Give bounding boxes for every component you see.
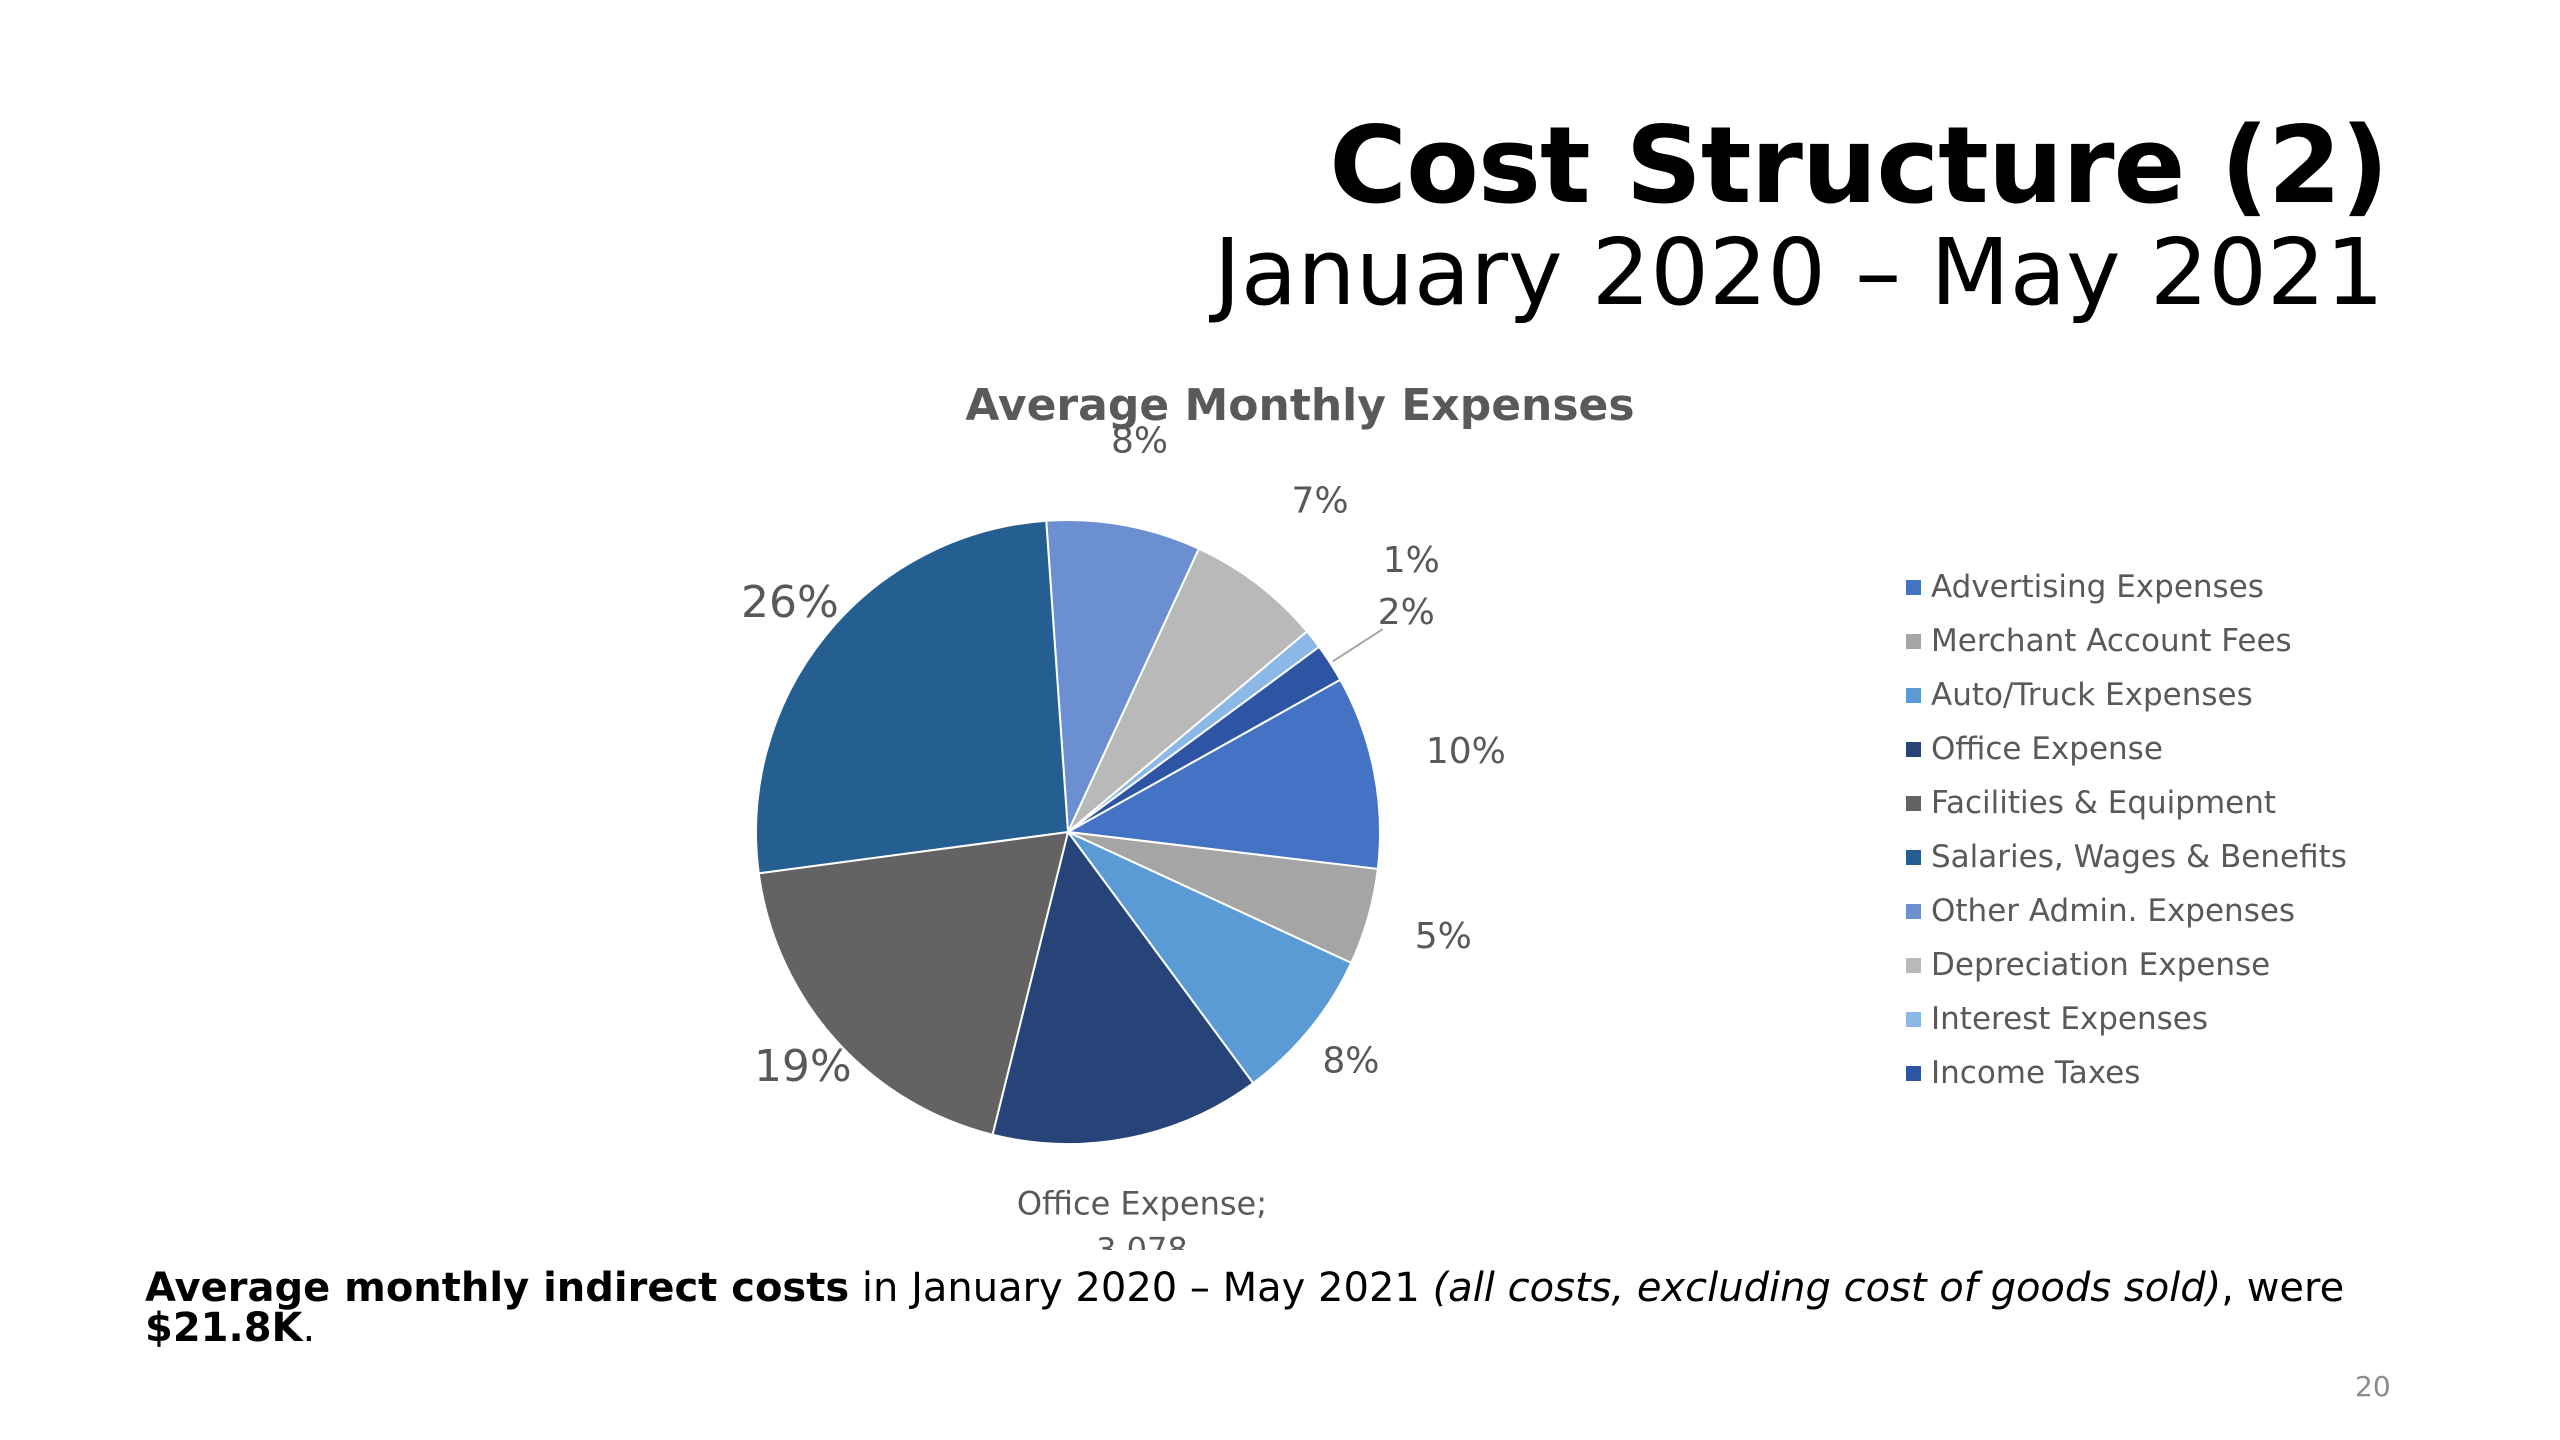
legend-label: Office Expense — [1931, 731, 2163, 767]
pie-slice-facilities-equipment — [757, 830, 1070, 1136]
legend-item: Salaries, Wages & Benefits — [1906, 830, 2347, 884]
pie-slice-label: 26% — [741, 577, 839, 628]
legend-item: Auto/Truck Expenses — [1906, 668, 2347, 722]
footer-bold-value: $21.8K — [145, 1305, 303, 1351]
pie-slice-label: 10% — [1426, 731, 1506, 772]
legend-swatch — [1906, 1065, 1921, 1081]
pie-slice-label: 7% — [1291, 480, 1348, 521]
legend-swatch — [1906, 633, 1921, 649]
page-number: 20 — [2355, 1370, 2391, 1403]
pie-slice-salaries-wages-benefits — [755, 519, 1070, 875]
pie-slice-depreciation-expense — [1067, 547, 1309, 833]
legend-swatch — [1906, 849, 1921, 865]
legend-item: Facilities & Equipment — [1906, 776, 2347, 830]
footer-text-1: in January 2020 – May 2021 — [849, 1265, 1433, 1311]
footer-note: Average monthly indirect costs in Januar… — [145, 1268, 2395, 1348]
legend-label: Interest Expenses — [1931, 1001, 2209, 1037]
legend-label: Facilities & Equipment — [1931, 785, 2277, 821]
pie-slice-advertising-expenses — [1064, 678, 1381, 871]
footer-period: . — [302, 1305, 316, 1351]
legend-swatch — [1906, 579, 1921, 595]
legend-label: Advertising Expenses — [1931, 569, 2264, 605]
pie-slice-label: 2% — [1378, 592, 1435, 633]
leader-line — [1332, 628, 1384, 663]
legend-item: Other Admin. Expenses — [1906, 884, 2347, 938]
footer-italic-text: (all costs, excluding cost of goods sold… — [1432, 1265, 2222, 1311]
pie-slice-label: 1% — [1383, 540, 1440, 581]
legend-swatch — [1906, 957, 1921, 973]
footer-text-2: , were — [2221, 1265, 2345, 1311]
footer-bold-text: Average monthly indirect costs — [145, 1265, 850, 1311]
pie-slice-label: 8% — [1322, 1041, 1379, 1082]
legend-swatch — [1906, 1011, 1921, 1027]
legend-label: Salaries, Wages & Benefits — [1931, 839, 2347, 875]
pie-slice-label: Office Expense; — [1017, 1184, 1267, 1222]
pie-slice-value-label: 3,078 — [1096, 1230, 1188, 1250]
pie-slice-label: 5% — [1415, 916, 1472, 957]
legend-label: Auto/Truck Expenses — [1931, 677, 2253, 713]
slide-subtitle: January 2020 – May 2021 — [1213, 219, 2384, 326]
pie-slice-other-admin-expenses — [1045, 519, 1201, 833]
legend-label: Income Taxes — [1931, 1055, 2141, 1091]
legend-label: Other Admin. Expenses — [1931, 893, 2296, 929]
legend-swatch — [1906, 795, 1921, 811]
pie-slice-auto-truck-expenses — [1067, 831, 1353, 1085]
chart-title: Average Monthly Expenses — [965, 380, 1634, 431]
pie-slice-office-expense — [991, 829, 1255, 1145]
pie-slices — [755, 519, 1381, 1145]
legend-label: Merchant Account Fees — [1931, 623, 2292, 659]
legend-swatch — [1906, 741, 1921, 757]
legend-label: Depreciation Expense — [1931, 947, 2271, 983]
legend-swatch — [1906, 687, 1921, 703]
pie-chart: Average Monthly Expenses 8%7%1%2%10%5%8%… — [741, 380, 1635, 1250]
chart-legend: Advertising Expenses Merchant Account Fee… — [1906, 560, 2347, 1100]
legend-item: Merchant Account Fees — [1906, 614, 2347, 668]
legend-item: Depreciation Expense — [1906, 938, 2347, 992]
legend-item: Interest Expenses — [1906, 992, 2347, 1046]
pie-slice-label: 19% — [754, 1041, 852, 1092]
legend-swatch — [1906, 903, 1921, 919]
legend-item: Advertising Expenses — [1906, 560, 2347, 614]
pie-slice-label: 8% — [1111, 420, 1168, 461]
pie-slice-labels: 8% 7% 1% 2% 10% 5% 8% Office Expense; 3,078 19% 26… — [741, 420, 1506, 1250]
legend-item: Income Taxes — [1906, 1046, 2347, 1100]
legend-item: Office Expense — [1906, 722, 2347, 776]
slide-title: Cost Structure (2) — [1329, 104, 2389, 227]
